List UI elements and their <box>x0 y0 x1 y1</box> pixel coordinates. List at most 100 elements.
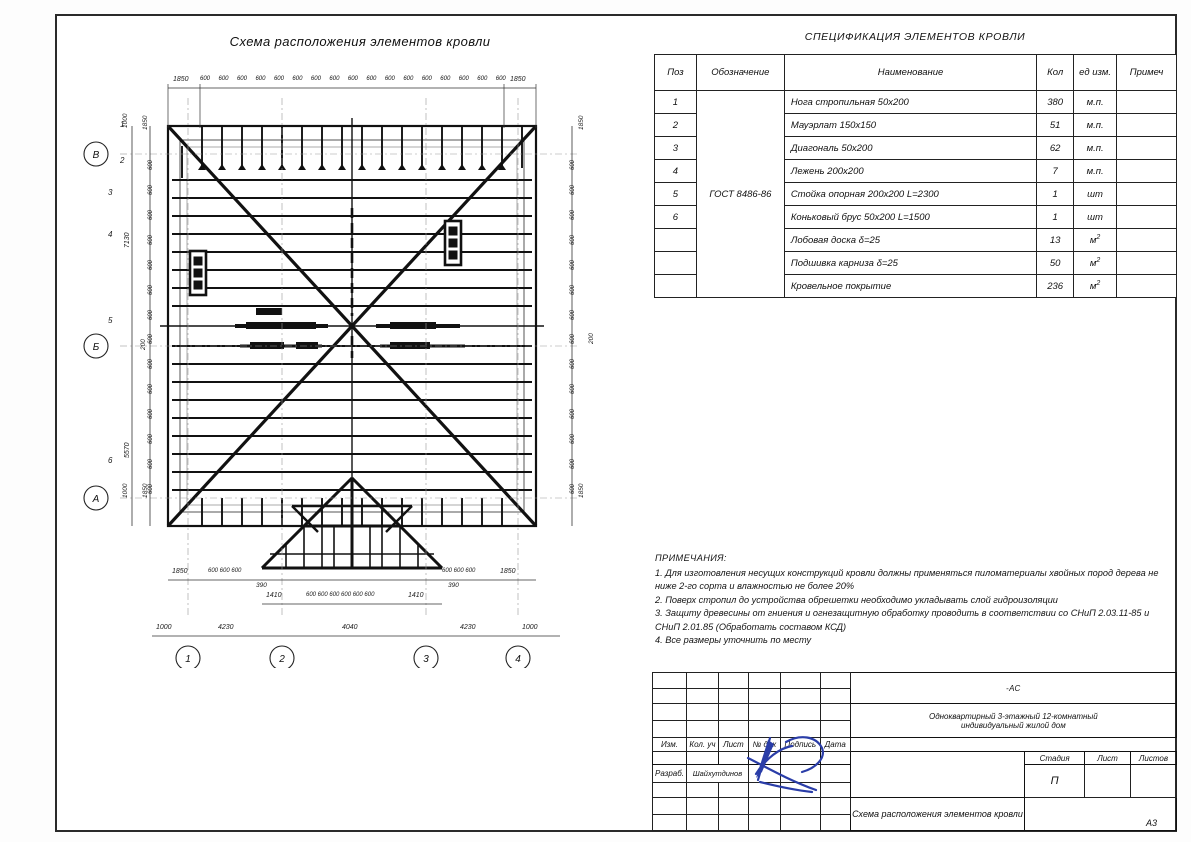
tb-drawing-name: Схема расположения элементов кровли <box>849 797 1026 831</box>
tb-rev-kol: Кол. уч <box>685 737 719 752</box>
tb-blank <box>819 720 851 738</box>
cell-prim <box>1116 90 1177 114</box>
cell-kol: 1 <box>1036 182 1075 206</box>
dim-bottom-1000-left: 1000 <box>156 624 172 631</box>
tb-object-line1: Одноквартирный 3-этажный 12-комнатный <box>928 711 1098 721</box>
axis-letter-b: Б <box>93 342 100 353</box>
tb-list-header: Лист <box>1084 751 1131 765</box>
tb-blank <box>747 782 781 798</box>
dim-bottom-4040: 4040 <box>342 624 358 631</box>
row-mark-4: 4 <box>108 230 113 239</box>
tb-object-name: Одноквартирный 3-этажный 12-комнатный ин… <box>849 703 1178 738</box>
tb-blank <box>779 688 821 704</box>
axis-number-2: 2 <box>278 654 285 665</box>
cell-name: Лобовая доска δ=25 <box>783 228 1038 252</box>
tb-blank <box>779 703 821 721</box>
cell-kol: 51 <box>1036 113 1075 137</box>
tb-code: -АС <box>849 672 1178 704</box>
tb-blank <box>779 797 821 815</box>
spec-header-name: Наименование <box>783 54 1038 91</box>
row-mark-6: 6 <box>108 456 113 465</box>
tb-blank <box>685 672 719 689</box>
cell-kol: 1 <box>1036 205 1075 229</box>
cell-ed: м2 <box>1073 274 1118 298</box>
dim-bottom-inner-right-600s: 600 600 600 <box>442 568 476 574</box>
tb-blank <box>747 751 781 765</box>
tb-blank <box>1024 797 1177 831</box>
axis-number-3: 3 <box>423 654 429 665</box>
tb-blank <box>717 720 749 738</box>
cell-pos: 5 <box>654 182 697 206</box>
dim-bottom-1000-right: 1000 <box>522 624 538 631</box>
tb-blank <box>747 720 781 738</box>
dim-porch-600s: 600 600 600 600 600 600 <box>306 592 375 598</box>
spec-title: СПЕЦИФИКАЦИЯ ЭЛЕМЕНТОВ КРОВЛИ <box>804 31 1026 43</box>
cell-name: Диагональ 50х200 <box>783 136 1038 160</box>
cell-kol: 13 <box>1036 228 1075 252</box>
cell-pos <box>654 274 697 298</box>
axis-letter-v: В <box>93 150 100 161</box>
note-item: 4. Все размеры уточнить по месту <box>655 635 812 645</box>
tb-blank <box>717 814 749 831</box>
axis-letter-a: А <box>92 494 100 505</box>
cell-pos: 6 <box>654 205 697 229</box>
specification-table: Поз Обозначение Наименование Кол ед изм.… <box>654 54 1177 298</box>
cell-prim <box>1116 136 1177 160</box>
tb-rev-ndok: № док <box>747 737 781 752</box>
tb-blank <box>747 814 781 831</box>
dim-left-repeat-col: 600 600 600 600 600 600 600 600 600 600 600 60… <box>148 159 155 494</box>
dim-left-5570: 5570 <box>124 442 131 458</box>
sheet-format-label: A3 <box>1146 818 1158 828</box>
tb-blank <box>819 672 851 689</box>
tb-blank <box>652 703 687 721</box>
tb-blank <box>652 672 687 689</box>
cell-ed: м2 <box>1073 251 1118 275</box>
tb-blank <box>685 751 719 765</box>
cell-pos <box>654 251 697 275</box>
tb-blank <box>685 814 719 831</box>
tb-person: Шайхутдинов <box>685 764 749 783</box>
tb-sheet-value <box>1084 764 1131 798</box>
table-row: Лобовая доска δ=25 13 м2 <box>654 228 1177 252</box>
dim-bottom-inner-left-600s: 600 600 600 <box>208 568 242 574</box>
cell-ed: м.п. <box>1073 90 1118 114</box>
tb-rev-data: Дата <box>819 737 851 752</box>
tb-sign-cell <box>779 764 821 783</box>
tb-blank <box>717 672 749 689</box>
dim-right-1850-bot: 1850 <box>578 483 585 498</box>
tb-blank <box>819 814 851 831</box>
cell-pos: 2 <box>654 113 697 137</box>
tb-blank <box>819 703 851 721</box>
tb-blank <box>819 797 851 815</box>
spec-header-prim: Примеч <box>1116 54 1177 91</box>
tb-stage-value: П <box>1024 764 1086 798</box>
tb-blank <box>717 751 749 765</box>
tb-role: Разраб. <box>652 764 687 783</box>
plan-title: Схема расположения элементов кровли <box>229 34 491 49</box>
cell-name: Стойка опорная 200х200 L=2300 <box>783 182 1038 206</box>
cell-name: Кровельное покрытие <box>783 274 1038 298</box>
cell-pos: 1 <box>654 90 697 114</box>
tb-blank <box>747 672 781 689</box>
cell-prim <box>1116 159 1177 183</box>
roof-plan: В Б А 1 2 3 4 1850 1850 600 600 600 600 600 6… <box>60 58 660 668</box>
row-mark-5: 5 <box>108 316 113 325</box>
tb-lists-header: Листов <box>1129 751 1178 765</box>
cell-name: Подшивка карниза δ=25 <box>783 251 1038 275</box>
dim-top-left: 1850 <box>173 76 189 83</box>
tb-blank <box>779 814 821 831</box>
dim-bottom-inner-left-1850: 1850 <box>172 568 188 575</box>
cell-prim <box>1116 182 1177 206</box>
cell-ed: шт <box>1073 205 1118 229</box>
tb-blank <box>717 797 749 815</box>
tb-rev-list: Лист <box>717 737 749 752</box>
cell-kol: 380 <box>1036 90 1075 114</box>
dim-note-390-right: 390 <box>448 582 459 589</box>
tb-empty-name-cell <box>849 751 1026 798</box>
cell-prim <box>1116 113 1177 137</box>
cell-prim <box>1116 274 1177 298</box>
tb-blank <box>779 672 821 689</box>
dim-right-200: 200 <box>588 333 595 344</box>
tb-object-line2: индивидуальный жилой дом <box>961 720 1066 730</box>
